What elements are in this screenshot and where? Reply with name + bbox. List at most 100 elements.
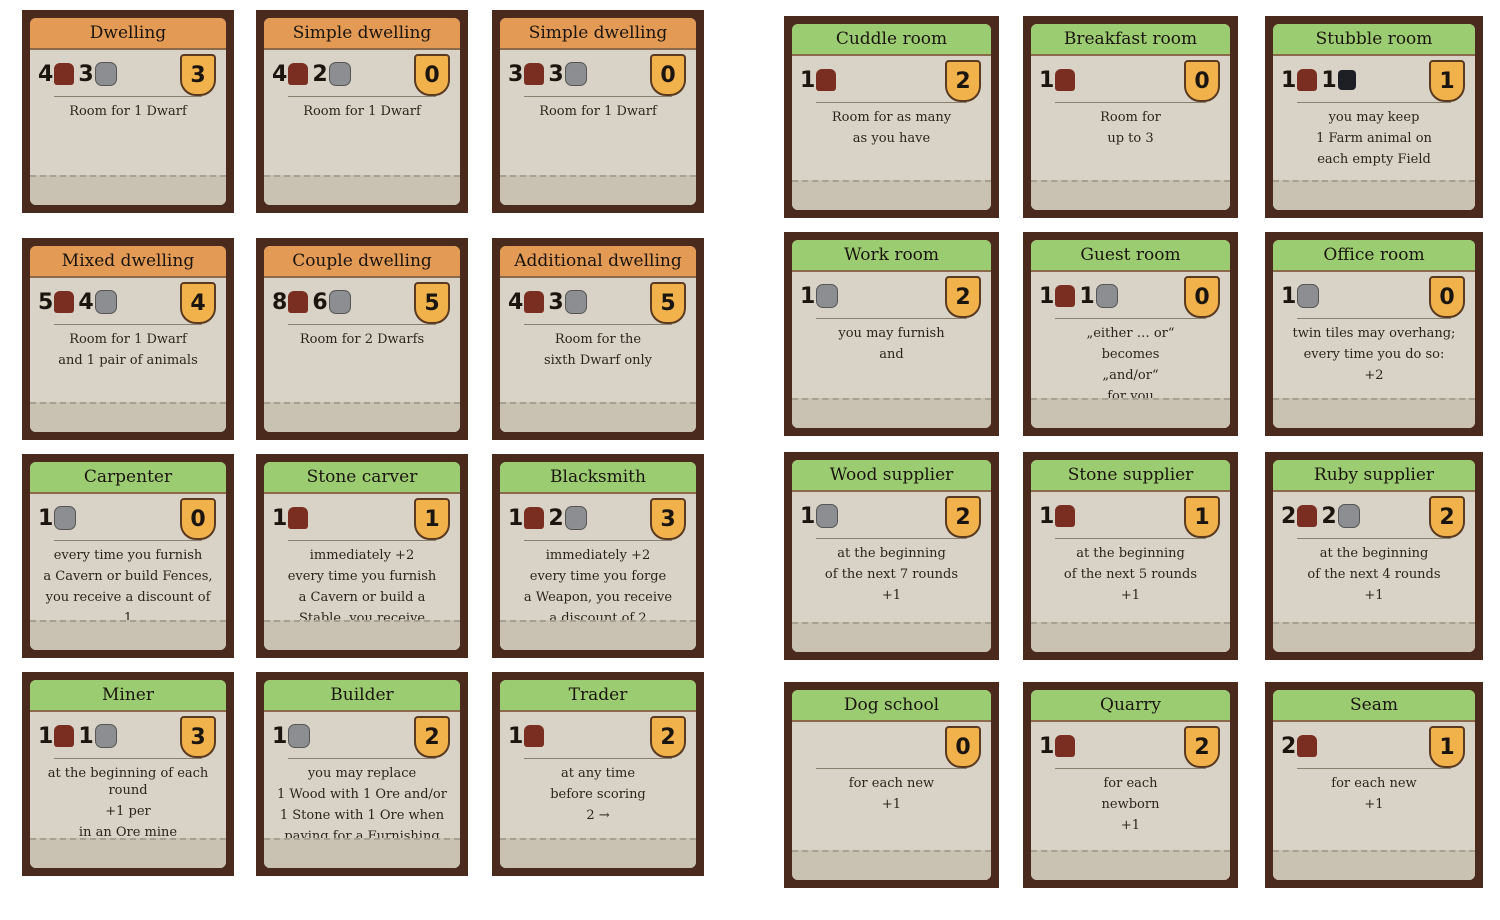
tile-illustration-border xyxy=(264,620,460,650)
victory-points-shield: 1 xyxy=(1429,726,1465,768)
cost-item: 4 xyxy=(508,290,545,315)
tile-text-line: sixth Dwarf only xyxy=(543,353,653,368)
cost-amount: 4 xyxy=(272,61,288,87)
cost-amount: 1 xyxy=(1281,67,1297,93)
tile-dog-school[interactable]: Dog school 0 for each new +1 xyxy=(784,682,999,888)
tile-miner[interactable]: Miner 1 1 3 at the beginning of each round +1… xyxy=(22,672,234,876)
divider xyxy=(54,324,202,325)
cost-item: 1 xyxy=(1039,734,1076,759)
tile-text-line: at any time xyxy=(560,766,636,781)
tile-wood-supplier[interactable]: Wood supplier 1 2 at the beginning of the ne… xyxy=(784,452,999,660)
cost-amount: 3 xyxy=(78,61,94,87)
divider xyxy=(524,324,672,325)
tile-text-line: 1 Wood with 1 Ore and/or xyxy=(277,787,447,802)
wood-icon xyxy=(524,507,545,529)
tile-mixed-dwelling[interactable]: Mixed dwelling 5 4 4 Room for 1 Dwarf and 1 p… xyxy=(22,238,234,440)
victory-points-shield: 0 xyxy=(1184,276,1220,318)
cost-amount: 2 xyxy=(1321,503,1337,529)
tile-builder[interactable]: Builder 1 2 you may replace 1 Wood with 1 Or… xyxy=(256,672,468,876)
divider xyxy=(816,102,967,103)
cost-item: 1 xyxy=(800,68,837,93)
tile-illustration-border xyxy=(30,175,226,205)
tile-additional-dwelling[interactable]: Additional dwelling 4 3 5 Room for the sixth … xyxy=(492,238,704,440)
cost-amount: 1 xyxy=(1281,283,1297,309)
wood-icon xyxy=(524,291,545,313)
tile-stone-supplier[interactable]: Stone supplier 1 1 at the beginning of the n… xyxy=(1023,452,1238,660)
victory-points-shield: 3 xyxy=(180,54,216,96)
tile-title: Trader xyxy=(500,680,696,712)
tile-text-line: newborn xyxy=(1101,797,1160,812)
ore-icon xyxy=(1337,70,1356,90)
tile-text-line: 1 Stone with 1 Ore when xyxy=(279,808,445,823)
tile-title: Dog school xyxy=(792,690,991,722)
tile-illustration-border xyxy=(500,838,696,868)
tile-carpenter[interactable]: Carpenter 1 0 every time you furnish a Caver… xyxy=(22,454,234,658)
tile-title: Couple dwelling xyxy=(264,246,460,278)
stone-icon xyxy=(328,62,351,86)
victory-points-shield: 2 xyxy=(945,276,981,318)
tile-text-line: in an Ore mine xyxy=(78,825,178,840)
tile-quarry[interactable]: Quarry 1 2 for each newborn +1 xyxy=(1023,682,1238,888)
tile-illustration-border xyxy=(500,620,696,650)
tile-seam[interactable]: Seam 2 1 for each new +1 xyxy=(1265,682,1483,888)
tile-face: Ruby supplier 2 2 2 at the beginning of the n… xyxy=(1273,460,1475,652)
tile-couple-dwelling[interactable]: Couple dwelling 8 6 5 Room for 2 Dwarfs xyxy=(256,238,468,440)
tile-face: Office room 1 0 twin tiles may overhang; eve… xyxy=(1273,240,1475,428)
tile-title: Mixed dwelling xyxy=(30,246,226,278)
tile-face: Breakfast room 1 0 Room for up to 3 xyxy=(1031,24,1230,210)
cost-item: 1 xyxy=(800,504,839,529)
tile-trader[interactable]: Trader 1 2 at any time before scoring 2 → xyxy=(492,672,704,876)
tile-cuddle-room[interactable]: Cuddle room 1 2 Room for as many as you have xyxy=(784,16,999,218)
tile-title: Builder xyxy=(264,680,460,712)
tile-ruby-supplier[interactable]: Ruby supplier 2 2 2 at the beginning of the n… xyxy=(1265,452,1483,660)
tile-title: Additional dwelling xyxy=(500,246,696,278)
tile-stubble-room[interactable]: Stubble room 1 1 1 you may keep 1 Farm animal… xyxy=(1265,16,1483,218)
cost-amount: 3 xyxy=(548,289,564,315)
tile-stone-carver[interactable]: Stone carver 1 1 immediately +2 every time y… xyxy=(256,454,468,658)
wood-icon xyxy=(54,725,75,747)
divider xyxy=(54,758,202,759)
tile-text-line: 2 → xyxy=(586,808,610,823)
cost-amount: 5 xyxy=(38,289,54,315)
victory-points-shield: 0 xyxy=(414,54,450,96)
tile-text-line: +1 xyxy=(881,588,902,603)
wood-icon xyxy=(1297,735,1318,757)
victory-points-shield: 0 xyxy=(1429,276,1465,318)
cost-amount: 8 xyxy=(272,289,288,315)
tile-text-line: +1 xyxy=(1120,588,1141,603)
tile-text-line: immediately +2 xyxy=(545,548,651,563)
cost-item: 2 xyxy=(1281,734,1318,759)
cost-amount: 1 xyxy=(800,283,816,309)
victory-points-shield: 5 xyxy=(650,282,686,324)
tile-text-line: „either … or“ xyxy=(1086,326,1175,341)
tile-simple-dwelling[interactable]: Simple dwelling 3 3 0 Room for 1 Dwarf xyxy=(492,10,704,213)
tile-simple-dwelling[interactable]: Simple dwelling 4 2 0 Room for 1 Dwarf xyxy=(256,10,468,213)
tile-illustration-border xyxy=(1031,850,1230,880)
tile-office-room[interactable]: Office room 1 0 twin tiles may overhang; eve… xyxy=(1265,232,1483,436)
cost-amount: 1 xyxy=(1321,67,1337,93)
tile-text-line: immediately +2 xyxy=(309,548,415,563)
tile-face: Simple dwelling 4 2 0 Room for 1 Dwarf xyxy=(264,18,460,205)
tile-illustration-border xyxy=(30,838,226,868)
tile-text-line: and 1 pair of animals xyxy=(58,353,198,368)
cost-item: 4 xyxy=(78,290,117,315)
tile-guest-room[interactable]: Guest room 1 1 0 „either … or“ becomes „and/or… xyxy=(1023,232,1238,436)
tile-illustration-border xyxy=(500,175,696,205)
stone-icon xyxy=(94,290,117,314)
victory-points-shield: 1 xyxy=(414,498,450,540)
tile-text-line: every time you furnish xyxy=(287,569,437,584)
tile-breakfast-room[interactable]: Breakfast room 1 0 Room for up to 3 xyxy=(1023,16,1238,218)
tile-text-line: Room for 1 Dwarf xyxy=(303,104,421,119)
cost-amount: 2 xyxy=(312,61,328,87)
tile-face: Seam 2 1 for each new +1 xyxy=(1273,690,1475,880)
tile-title: Ruby supplier xyxy=(1273,460,1475,492)
cost-amount: 1 xyxy=(272,723,288,749)
tile-dwelling[interactable]: Dwelling 4 3 3 Room for 1 Dwarf xyxy=(22,10,234,213)
tile-blacksmith[interactable]: Blacksmith 1 2 3 immediately +2 every time yo… xyxy=(492,454,704,658)
tile-text-line: Room for 1 Dwarf xyxy=(69,104,187,119)
tile-work-room[interactable]: Work room 1 2 you may furnish and xyxy=(784,232,999,436)
